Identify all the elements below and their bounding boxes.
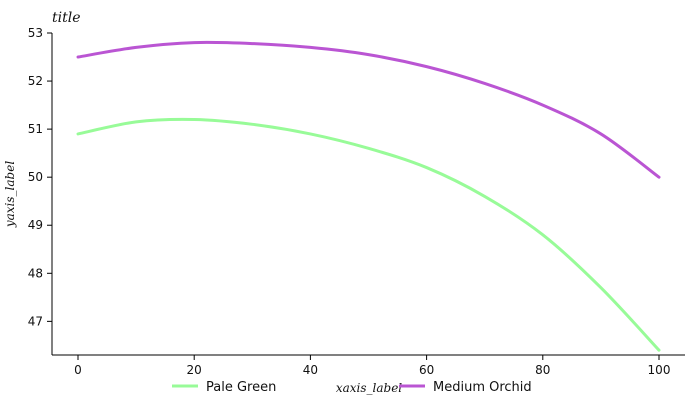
y-axis-ticks: 47 48 49 50 51 52 53 bbox=[28, 26, 52, 328]
legend: Pale Green Medium Orchid bbox=[172, 380, 532, 395]
y-tick-label: 50 bbox=[28, 170, 43, 184]
y-tick-label: 48 bbox=[28, 266, 43, 280]
y-axis-label: yaxis_label bbox=[3, 161, 17, 228]
x-tick-label: 80 bbox=[535, 363, 550, 377]
x-axis-ticks: 0 20 40 60 80 100 bbox=[74, 355, 670, 377]
y-tick-label: 47 bbox=[28, 314, 43, 328]
legend-label-medium-orchid: Medium Orchid bbox=[433, 380, 532, 395]
x-tick-label: 0 bbox=[74, 363, 82, 377]
x-tick-label: 100 bbox=[648, 363, 671, 377]
y-tick-label: 51 bbox=[28, 122, 43, 136]
series-line-medium-orchid bbox=[76, 40, 661, 179]
chart-title: title bbox=[52, 10, 81, 26]
series-line-pale-green bbox=[76, 117, 661, 352]
legend-label-pale-green: Pale Green bbox=[206, 380, 276, 395]
x-tick-label: 60 bbox=[419, 363, 434, 377]
x-tick-label: 40 bbox=[303, 363, 318, 377]
y-tick-label: 53 bbox=[28, 26, 43, 40]
y-tick-label: 49 bbox=[28, 218, 43, 232]
y-tick-label: 52 bbox=[28, 74, 43, 88]
series-layer bbox=[76, 40, 661, 352]
x-axis-label: xaxis_label bbox=[336, 381, 402, 395]
x-tick-label: 20 bbox=[187, 363, 202, 377]
